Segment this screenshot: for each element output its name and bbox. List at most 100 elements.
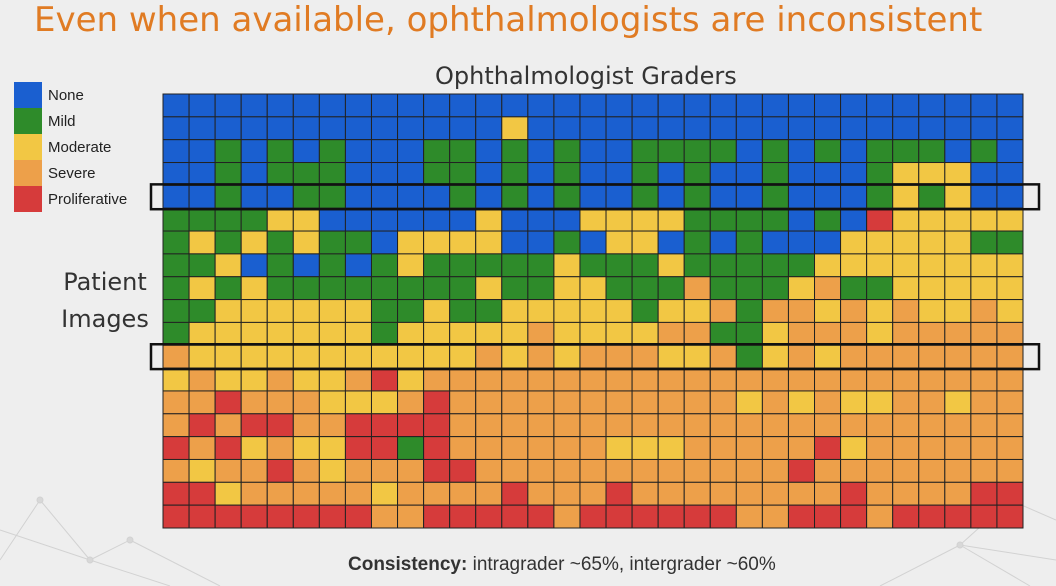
heatmap-cell [709, 139, 737, 164]
heatmap-cell [292, 253, 320, 278]
heatmap-cell [449, 504, 477, 529]
heatmap-cell [162, 253, 190, 278]
heatmap-cell [318, 162, 346, 186]
heatmap-cell [735, 321, 763, 346]
heatmap-cell [318, 230, 346, 255]
heatmap-cell [501, 276, 529, 301]
heatmap-cell [214, 276, 242, 301]
heatmap-cell [240, 413, 268, 438]
heatmap-cell [657, 321, 685, 346]
heatmap-cell [579, 207, 607, 232]
heatmap-cell [787, 230, 816, 255]
heatmap-cell [162, 458, 190, 483]
heatmap-cell [188, 458, 216, 483]
heatmap-cell [866, 276, 894, 301]
heatmap-cell [761, 321, 789, 346]
heatmap-cell [918, 367, 946, 392]
heatmap-cell [162, 276, 190, 301]
heatmap-cell [527, 207, 555, 232]
heatmap-cell [162, 344, 190, 369]
heatmap-cell [188, 93, 216, 118]
heatmap-cell [657, 230, 685, 255]
legend-item-severe: Severe [14, 160, 127, 186]
heatmap-cell [214, 413, 242, 438]
legend-item-mild: Mild [14, 108, 127, 134]
heatmap-cell [814, 390, 842, 415]
heatmap-cell [970, 207, 998, 232]
heatmap-cell [735, 390, 763, 415]
heatmap-cell [709, 390, 737, 415]
heatmap-cell [944, 367, 972, 392]
heatmap-cell [240, 344, 268, 369]
heatmap-cell [162, 321, 190, 346]
heatmap-cell [370, 504, 399, 529]
heatmap-cell [397, 436, 425, 460]
heatmap-cell [996, 299, 1024, 323]
heatmap-cell [240, 321, 268, 346]
heatmap-cell [266, 93, 294, 118]
heatmap-cell [449, 162, 477, 186]
heatmap-cell [918, 93, 946, 118]
heatmap-cell [188, 299, 216, 323]
heatmap-cell [657, 413, 685, 438]
heatmap-cell [970, 230, 998, 255]
heatmap-cell [449, 299, 477, 323]
heatmap-cell [553, 367, 581, 392]
heatmap-cell [527, 458, 555, 483]
heatmap-cell [318, 436, 346, 460]
heatmap-cell [996, 276, 1024, 301]
heatmap-cell [683, 230, 711, 255]
heatmap-cell [475, 413, 503, 438]
heatmap-cell [344, 276, 372, 301]
heatmap-cell [996, 230, 1024, 255]
heatmap-cell [553, 276, 581, 301]
heatmap-cell [449, 458, 477, 483]
heatmap-cell [370, 253, 399, 278]
heatmap-cell [918, 207, 946, 232]
heatmap-cell [527, 344, 555, 369]
heatmap-cell [735, 276, 763, 301]
heatmap-cell [214, 253, 242, 278]
heatmap-cell [214, 390, 242, 415]
heatmap-cell [970, 184, 998, 209]
heatmap-cell [579, 93, 607, 118]
heatmap-cell [527, 184, 555, 209]
heatmap-cell [918, 253, 946, 278]
heatmap-cell [214, 230, 242, 255]
heatmap-cell [866, 253, 894, 278]
heatmap-cell [266, 162, 294, 186]
heatmap-cell [370, 321, 399, 346]
heatmap-cell [449, 139, 477, 164]
heatmap-cell [344, 93, 372, 118]
consistency-text: intragrader ~65%, intergrader ~60% [467, 554, 776, 575]
heatmap-cell [814, 436, 842, 460]
legend-item-none: None [14, 82, 127, 108]
heatmap-cell [996, 504, 1024, 529]
heatmap-cell [735, 184, 763, 209]
heatmap-cell [866, 504, 894, 529]
heatmap-cell [240, 458, 268, 483]
heatmap-cell [397, 504, 425, 529]
heatmap-cell [318, 184, 346, 209]
heatmap-cell [449, 321, 477, 346]
heatmap-cell [370, 276, 399, 301]
heatmap-cell [397, 276, 425, 301]
heatmap-cell [683, 436, 711, 460]
heatmap-cell [892, 299, 920, 323]
legend-label-proliferative: Proliferative [48, 190, 128, 208]
heatmap-cell [631, 162, 659, 186]
heatmap-cell [605, 321, 633, 346]
heatmap-cell [996, 162, 1024, 186]
heatmap-cell [605, 139, 633, 164]
heatmap-cell [579, 139, 607, 164]
heatmap-cell [292, 413, 320, 438]
heatmap-cell [449, 413, 477, 438]
heatmap-cell [735, 299, 763, 323]
heatmap-cell [761, 367, 789, 392]
heatmap-cell [318, 481, 346, 506]
heatmap-cell [631, 458, 659, 483]
heatmap-cell [527, 390, 555, 415]
heatmap-cell [423, 436, 451, 460]
heatmap-cell [631, 413, 659, 438]
heatmap-cell [918, 116, 946, 141]
